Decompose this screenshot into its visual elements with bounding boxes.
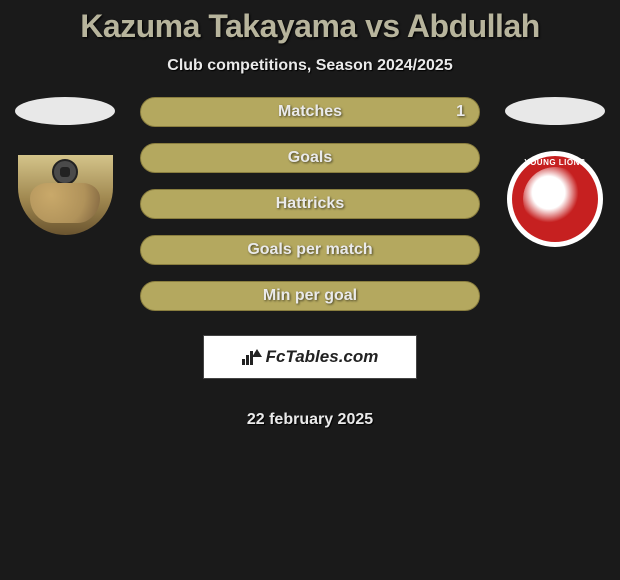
right-player-placeholder: [505, 97, 605, 125]
left-club-logo: [18, 155, 113, 235]
stats-center: Matches 1 Goals Hattricks Goals per matc…: [140, 97, 480, 429]
stat-label: Goals: [288, 149, 332, 167]
stat-label: Hattricks: [276, 195, 344, 213]
bar-chart-icon: [242, 349, 262, 365]
right-club-logo: YOUNG LIONS: [507, 151, 603, 247]
stat-bar-hattricks: Hattricks: [140, 189, 480, 219]
leopard-icon: [30, 183, 100, 223]
football-icon: [52, 159, 78, 185]
right-side: YOUNG LIONS: [500, 97, 610, 247]
subtitle: Club competitions, Season 2024/2025: [0, 57, 620, 75]
brand-text: FcTables.com: [266, 347, 379, 367]
stat-label: Goals per match: [247, 241, 372, 259]
brand-box[interactable]: FcTables.com: [203, 335, 417, 379]
stat-bar-goals: Goals: [140, 143, 480, 173]
stat-label: Matches: [278, 103, 342, 121]
stat-label: Min per goal: [263, 287, 357, 305]
left-side: [10, 97, 120, 235]
stat-bar-goals-per-match: Goals per match: [140, 235, 480, 265]
date-label: 22 february 2025: [140, 411, 480, 429]
right-logo-text: YOUNG LIONS: [512, 158, 598, 167]
stat-value-right: 1: [456, 103, 465, 121]
stat-bar-min-per-goal: Min per goal: [140, 281, 480, 311]
page-title: Kazuma Takayama vs Abdullah: [0, 8, 620, 45]
lion-icon: [523, 167, 587, 231]
stat-bar-matches: Matches 1: [140, 97, 480, 127]
left-player-placeholder: [15, 97, 115, 125]
